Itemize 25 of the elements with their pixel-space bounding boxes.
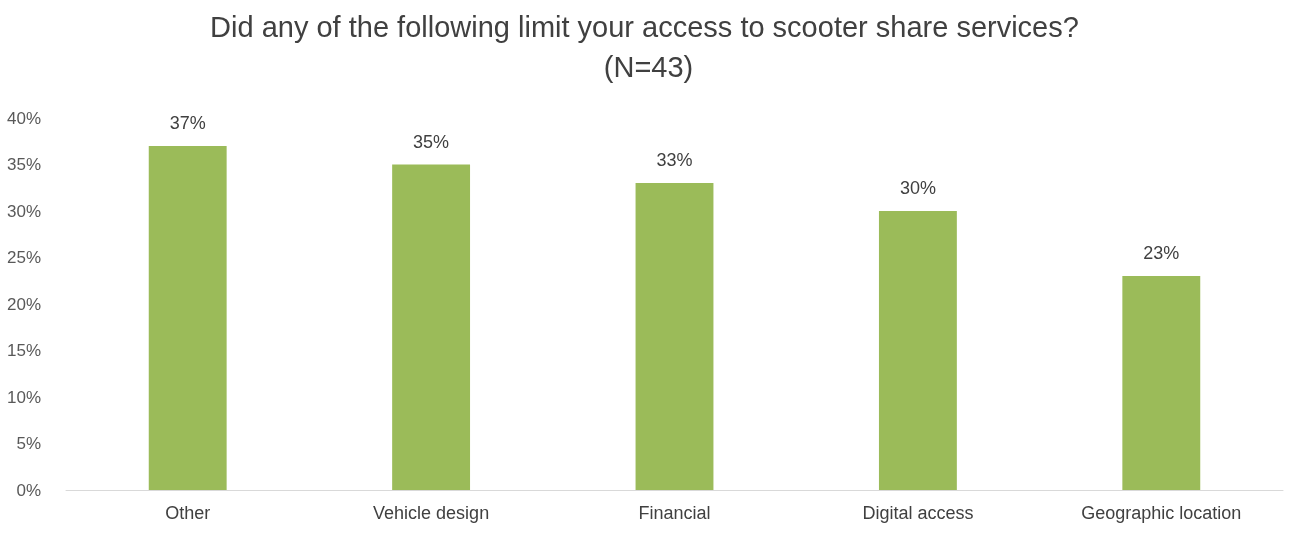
data-label: 30% (899, 178, 936, 198)
x-tick-label: Digital access (862, 503, 974, 523)
y-tick-label: 15% (6, 341, 41, 360)
bar (1122, 276, 1201, 490)
data-label: 37% (169, 112, 206, 133)
x-tick-label: Financial (638, 503, 711, 523)
bar (392, 164, 471, 490)
x-tick-label: Other (165, 503, 211, 523)
y-tick-label: 30% (6, 201, 41, 221)
y-tick-label: 5% (16, 434, 41, 453)
data-label: 35% (413, 131, 450, 152)
bar (148, 145, 227, 490)
x-tick-label: Vehicle design (373, 503, 490, 523)
y-tick-label: 0% (16, 480, 41, 500)
y-tick-label: 10% (6, 387, 41, 407)
y-tick-label: 35% (6, 155, 41, 174)
x-tick-label: Geographic location (1081, 503, 1242, 523)
y-tick-label: 40% (6, 108, 41, 128)
data-label: 33% (656, 150, 693, 171)
y-tick-label: 25% (6, 248, 41, 267)
data-label: 23% (1143, 243, 1180, 264)
bar (635, 183, 714, 490)
y-tick-label: 20% (6, 294, 41, 314)
bar (878, 211, 957, 490)
chart-title: Did any of the following limit your access to scooter share services? (N=43) (210, 11, 1087, 83)
